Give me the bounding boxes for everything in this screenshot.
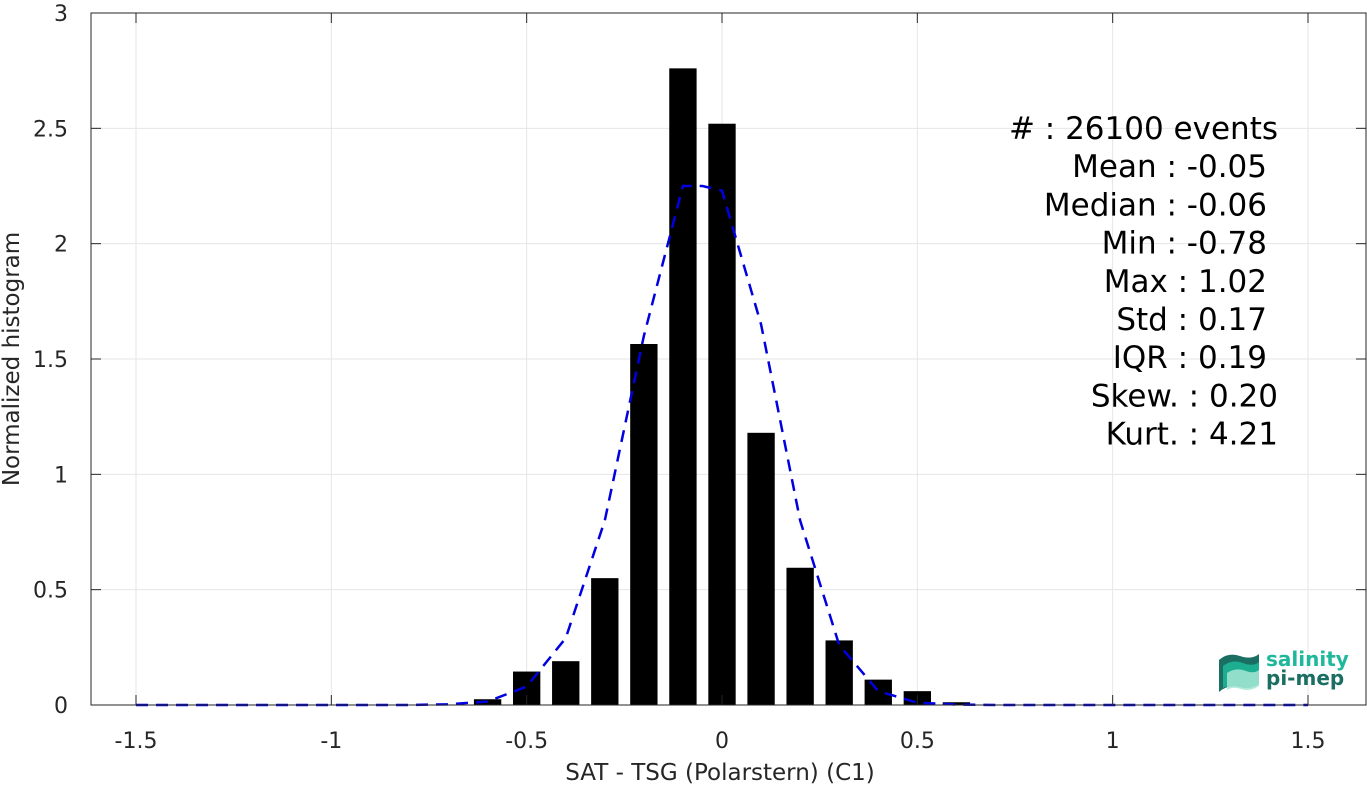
histogram-bars bbox=[434, 68, 971, 706]
y-tick-label: 0 bbox=[54, 694, 68, 719]
histogram-bar bbox=[591, 578, 619, 705]
stats-line: # : 26100 events bbox=[1009, 111, 1278, 147]
y-tick-label: 1 bbox=[54, 463, 68, 488]
stats-line: IQR : 0.19 bbox=[1113, 340, 1267, 376]
y-axis-title: Normalized histogram bbox=[0, 232, 25, 486]
logo-wave-icon bbox=[1219, 654, 1259, 692]
stats-line: Skew. : 0.20 bbox=[1091, 378, 1278, 414]
stats-line: Min : -0.78 bbox=[1102, 226, 1267, 262]
histogram-bar bbox=[669, 68, 697, 706]
stats-line: Mean : -0.05 bbox=[1072, 149, 1267, 185]
histogram-bar bbox=[552, 661, 580, 705]
x-tick-label: -1.5 bbox=[115, 729, 158, 754]
tick-labels: -1.5 -1 -0.5 0 0.5 1 1.5 0 0.5 1 1.5 2 2.5 3 bbox=[33, 2, 1326, 754]
x-tick-label: 1.5 bbox=[1291, 729, 1326, 754]
x-tick-label: 0 bbox=[715, 729, 729, 754]
stats-line: Median : -0.06 bbox=[1044, 187, 1267, 223]
histogram-bar bbox=[708, 123, 736, 706]
logo-line1: salinity bbox=[1266, 647, 1349, 671]
histogram-bar bbox=[630, 344, 658, 705]
y-tick-label: 3 bbox=[54, 2, 68, 27]
histogram-bar bbox=[786, 567, 814, 705]
x-tick-label: 1 bbox=[1106, 729, 1120, 754]
x-axis-title: SAT - TSG (Polarstern) (C1) bbox=[565, 760, 874, 785]
x-tick-label: 0.5 bbox=[900, 729, 935, 754]
salinity-pimep-logo: salinity pi-mep bbox=[1219, 647, 1349, 692]
histogram-bar bbox=[864, 679, 892, 705]
y-tick-label: 2 bbox=[54, 233, 68, 258]
y-tick-label: 1.5 bbox=[33, 348, 68, 373]
y-tick-label: 2.5 bbox=[33, 117, 68, 142]
stats-line: Std : 0.17 bbox=[1116, 302, 1267, 338]
axes bbox=[90, 12, 1367, 706]
stats-line: Kurt. : 4.21 bbox=[1106, 417, 1278, 453]
x-tick-label: -0.5 bbox=[505, 729, 548, 754]
x-tick-label: -1 bbox=[320, 729, 342, 754]
histogram-bar bbox=[825, 640, 853, 705]
y-tick-label: 0.5 bbox=[33, 579, 68, 604]
histogram-bar bbox=[942, 702, 971, 705]
logo-line2: pi-mep bbox=[1266, 666, 1344, 690]
histogram-bar bbox=[747, 432, 775, 705]
stats-line: Max : 1.02 bbox=[1104, 264, 1267, 300]
